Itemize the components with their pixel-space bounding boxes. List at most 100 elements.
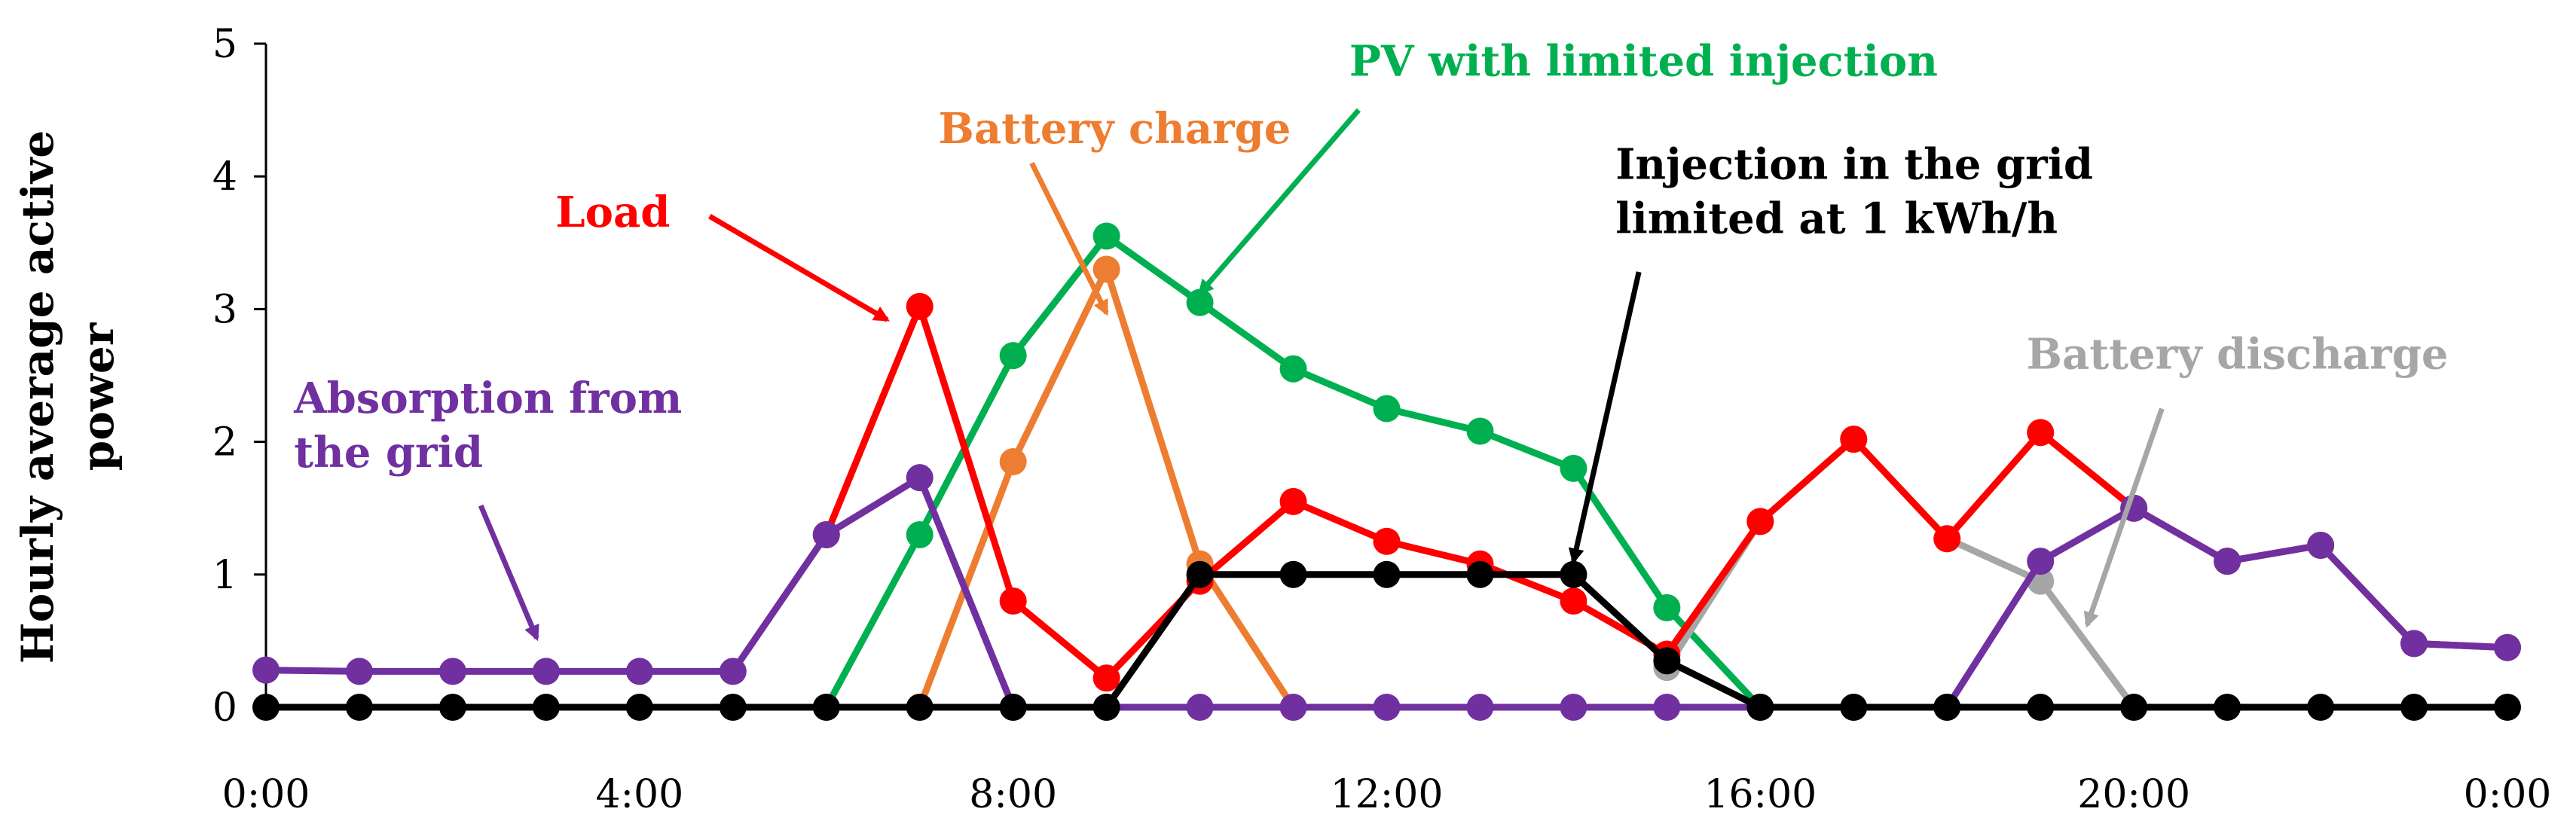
data-point-absorption-from-the-grid bbox=[439, 658, 466, 685]
data-point-absorption-from-the-grid bbox=[2027, 548, 2055, 575]
annotation-arrow-battery-charge bbox=[1029, 162, 1109, 316]
y-tick-label: 0 bbox=[212, 685, 237, 731]
data-point-pv-with-limited-injection bbox=[1279, 355, 1307, 383]
data-point-absorption-from-the-grid bbox=[906, 464, 934, 492]
data-point-battery-charge bbox=[999, 448, 1027, 476]
data-point-absorption-from-the-grid bbox=[2494, 633, 2521, 661]
data-point-absorption-from-the-grid bbox=[1186, 694, 1214, 721]
series-absorption-from-the-grid bbox=[252, 464, 2521, 721]
y-tick-label: 4 bbox=[212, 154, 237, 200]
series-injection-in-the-grid-limited-at-1-kwh-h bbox=[252, 560, 2521, 721]
data-point-battery-charge bbox=[1092, 255, 1120, 283]
series-line-injection-in-the-grid-limited-at-1-kwh-h bbox=[262, 571, 2511, 711]
data-point-absorption-from-the-grid bbox=[252, 656, 280, 684]
annotation-arrow-battery-discharge bbox=[2083, 407, 2165, 628]
data-point-injection-in-the-grid-limited-at-1-kwh-h bbox=[345, 694, 373, 721]
data-point-injection-in-the-grid-limited-at-1-kwh-h bbox=[1373, 560, 1401, 588]
data-point-pv-with-limited-injection bbox=[1560, 454, 1587, 482]
annotation-label-injection: Injection in the grid bbox=[1615, 140, 2093, 190]
x-tick-label: 16:00 bbox=[1704, 772, 1817, 817]
data-point-injection-in-the-grid-limited-at-1-kwh-h bbox=[2307, 694, 2335, 721]
data-point-injection-in-the-grid-limited-at-1-kwh-h bbox=[2214, 694, 2241, 721]
data-point-injection-in-the-grid-limited-at-1-kwh-h bbox=[532, 694, 560, 721]
y-axis-label-line-2: power bbox=[72, 322, 124, 471]
data-point-injection-in-the-grid-limited-at-1-kwh-h bbox=[2120, 694, 2148, 721]
y-tick-label: 3 bbox=[212, 287, 237, 332]
x-tick-label: 4:00 bbox=[595, 772, 683, 817]
annotation-battery-discharge: Battery discharge bbox=[2027, 330, 2449, 628]
data-point-absorption-from-the-grid bbox=[2400, 630, 2428, 658]
x-tick-label: 8:00 bbox=[969, 772, 1057, 817]
data-point-injection-in-the-grid-limited-at-1-kwh-h bbox=[1933, 694, 1961, 721]
data-point-pv-with-limited-injection bbox=[1092, 222, 1120, 250]
data-point-absorption-from-the-grid bbox=[2307, 532, 2335, 560]
data-point-injection-in-the-grid-limited-at-1-kwh-h bbox=[625, 694, 653, 721]
annotation-layer: PV with limited injection Battery charge L… bbox=[293, 36, 2449, 642]
annotation-arrow-injection bbox=[1568, 271, 1642, 565]
series-line-absorption-from-the-grid bbox=[262, 474, 2511, 711]
data-point-injection-in-the-grid-limited-at-1-kwh-h bbox=[1466, 560, 1494, 588]
data-point-load bbox=[2027, 419, 2055, 447]
x-tick-label: 0:00 bbox=[222, 772, 310, 817]
data-point-pv-with-limited-injection bbox=[906, 520, 934, 548]
data-point-injection-in-the-grid-limited-at-1-kwh-h bbox=[812, 694, 840, 721]
data-point-absorption-from-the-grid bbox=[345, 658, 373, 685]
data-point-injection-in-the-grid-limited-at-1-kwh-h bbox=[252, 694, 280, 721]
data-point-injection-in-the-grid-limited-at-1-kwh-h bbox=[439, 694, 466, 721]
series-line-battery-discharge bbox=[1663, 435, 2137, 711]
annotation-load: Load bbox=[555, 188, 890, 322]
data-point-injection-in-the-grid-limited-at-1-kwh-h bbox=[1840, 694, 1868, 721]
annotation-pv: PV with limited injection bbox=[1197, 36, 1938, 296]
data-point-pv-with-limited-injection bbox=[1373, 395, 1401, 423]
annotation-label-pv: PV with limited injection bbox=[1349, 36, 1938, 86]
data-point-absorption-from-the-grid bbox=[1653, 694, 1681, 721]
annotation-absorption: Absorption from the grid bbox=[293, 374, 682, 642]
data-point-absorption-from-the-grid bbox=[532, 658, 560, 685]
series-layer bbox=[252, 222, 2521, 721]
annotation-label-absorption: the grid bbox=[294, 428, 483, 478]
data-point-injection-in-the-grid-limited-at-1-kwh-h bbox=[1092, 694, 1120, 721]
data-point-load bbox=[906, 292, 934, 320]
annotation-label-injection: limited at 1 kWh/h bbox=[1615, 194, 2058, 244]
data-point-injection-in-the-grid-limited-at-1-kwh-h bbox=[1186, 560, 1214, 588]
data-point-injection-in-the-grid-limited-at-1-kwh-h bbox=[2494, 694, 2521, 721]
data-point-pv-with-limited-injection bbox=[1186, 288, 1214, 316]
x-tick-label: 0:00 bbox=[2464, 772, 2552, 817]
annotation-battery-charge: Battery charge bbox=[939, 104, 1291, 316]
annotation-label-absorption: Absorption from bbox=[293, 374, 682, 423]
data-point-injection-in-the-grid-limited-at-1-kwh-h bbox=[1279, 560, 1307, 588]
data-point-injection-in-the-grid-limited-at-1-kwh-h bbox=[1653, 647, 1681, 675]
data-point-load bbox=[1279, 487, 1307, 515]
data-point-injection-in-the-grid-limited-at-1-kwh-h bbox=[1746, 694, 1774, 721]
annotation-arrow-load bbox=[708, 214, 890, 322]
y-tick-label: 5 bbox=[212, 22, 237, 67]
data-point-pv-with-limited-injection bbox=[1466, 417, 1494, 445]
series-battery-charge bbox=[906, 255, 1307, 721]
annotation-label-load: Load bbox=[555, 188, 670, 237]
y-axis-label-line-1: Hourly average active bbox=[12, 130, 63, 664]
data-point-injection-in-the-grid-limited-at-1-kwh-h bbox=[1560, 560, 1587, 588]
series-pv-with-limited-injection bbox=[812, 222, 1774, 721]
data-point-injection-in-the-grid-limited-at-1-kwh-h bbox=[719, 694, 747, 721]
data-point-load bbox=[1746, 508, 1774, 536]
data-point-injection-in-the-grid-limited-at-1-kwh-h bbox=[2400, 694, 2428, 721]
annotation-arrow-absorption bbox=[478, 504, 539, 642]
data-point-absorption-from-the-grid bbox=[1373, 694, 1401, 721]
data-point-absorption-from-the-grid bbox=[1279, 694, 1307, 721]
annotation-label-battery-discharge: Battery discharge bbox=[2027, 330, 2449, 380]
y-tick-label: 2 bbox=[212, 420, 237, 465]
data-point-absorption-from-the-grid bbox=[719, 658, 747, 685]
data-point-load bbox=[1092, 664, 1120, 692]
data-point-absorption-from-the-grid bbox=[2214, 548, 2241, 575]
data-point-injection-in-the-grid-limited-at-1-kwh-h bbox=[906, 694, 934, 721]
data-point-load bbox=[1840, 426, 1868, 453]
y-tick-label: 1 bbox=[212, 553, 237, 598]
data-point-absorption-from-the-grid bbox=[1560, 694, 1587, 721]
data-point-pv-with-limited-injection bbox=[1653, 594, 1681, 621]
series-line-pv-with-limited-injection bbox=[823, 233, 1764, 711]
data-point-load bbox=[1560, 587, 1587, 615]
annotation-label-battery-charge: Battery charge bbox=[939, 104, 1291, 154]
data-point-absorption-from-the-grid bbox=[812, 520, 840, 548]
